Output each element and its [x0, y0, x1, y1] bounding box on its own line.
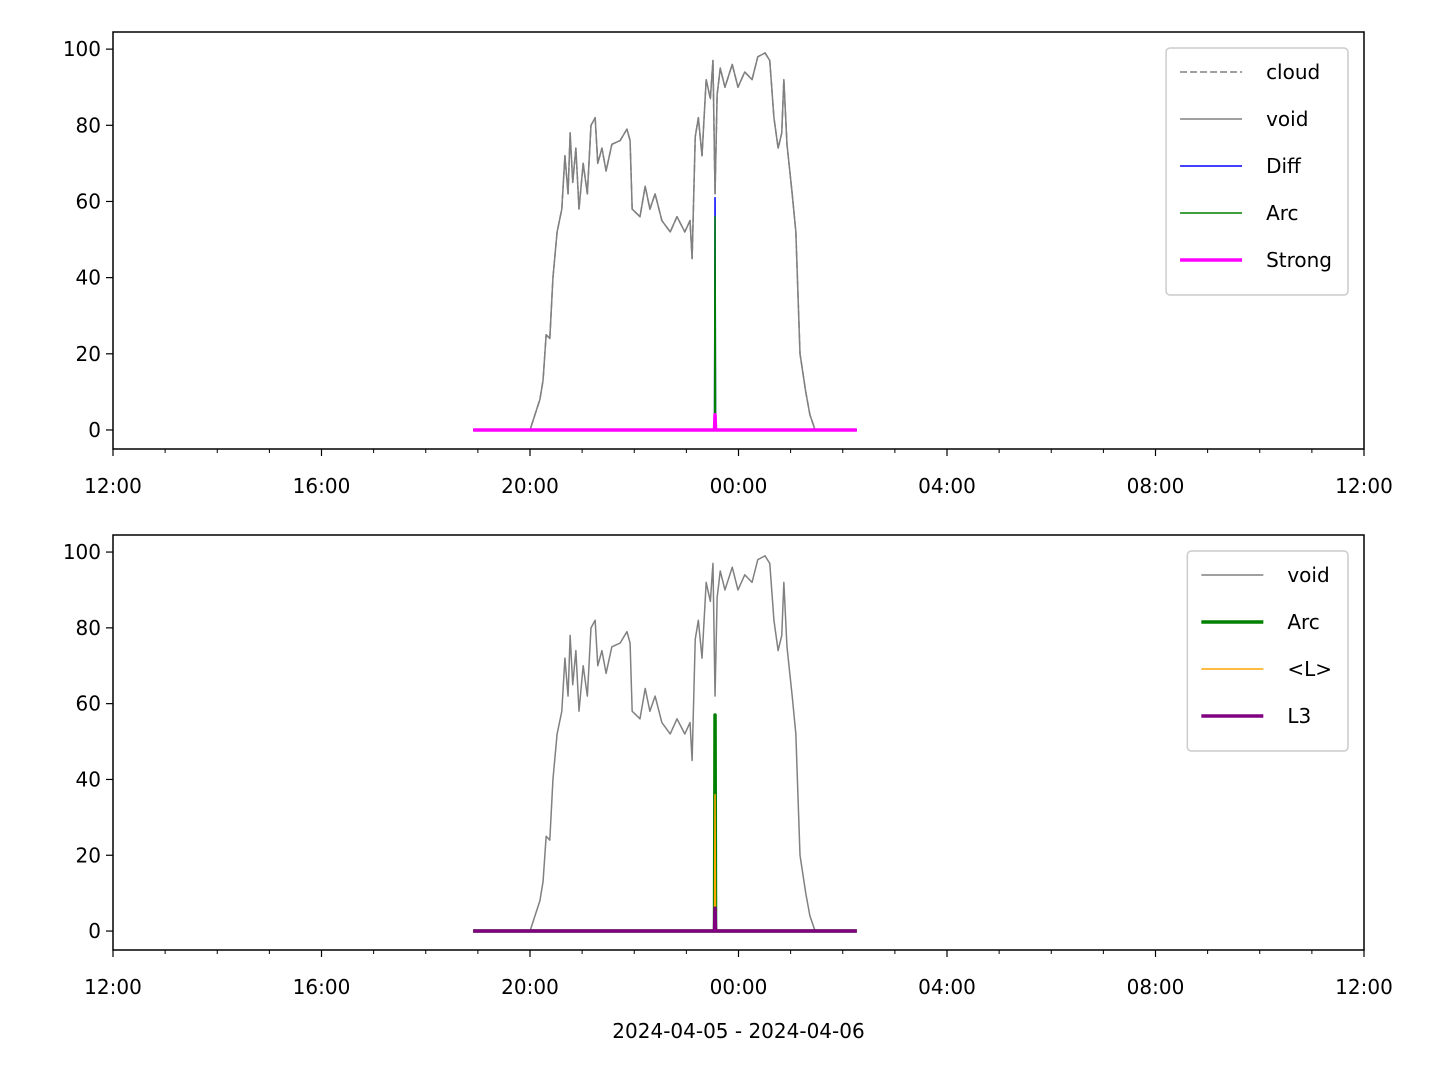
x-tick-label: 12:00 — [84, 975, 142, 999]
x-tick-label: 16:00 — [293, 474, 351, 498]
x-tick-label: 04:00 — [918, 474, 976, 498]
series-line — [473, 52, 857, 431]
x-tick-label: 04:00 — [918, 975, 976, 999]
legend-box — [1165, 47, 1349, 296]
series-line — [473, 555, 857, 932]
legend-label: Arc — [1266, 201, 1298, 225]
x-tick-label: 20:00 — [501, 474, 559, 498]
legend-label: Arc — [1287, 610, 1319, 634]
y-tick-label: 40 — [76, 266, 101, 290]
x-axis-label: 2024-04-05 - 2024-04-06 — [612, 1019, 864, 1043]
x-tick-label: 20:00 — [501, 975, 559, 999]
legend-label: void — [1266, 107, 1308, 131]
series-line — [473, 412, 857, 432]
legend-box — [1186, 550, 1349, 752]
y-tick-label: 20 — [76, 342, 101, 366]
y-tick-label: 100 — [63, 540, 101, 564]
y-tick-label: 60 — [76, 189, 101, 213]
y-tick-label: 20 — [76, 843, 101, 867]
y-tick-label: 80 — [76, 616, 101, 640]
y-tick-label: 40 — [76, 767, 101, 791]
axes-frame — [112, 31, 1365, 450]
series-line — [473, 52, 857, 431]
y-tick-label: 0 — [88, 418, 101, 442]
x-tick-label: 00:00 — [710, 474, 768, 498]
legend-label: L3 — [1287, 704, 1311, 728]
x-tick-label: 16:00 — [293, 975, 351, 999]
axes-frame — [112, 534, 1365, 951]
legend-label: void — [1287, 563, 1329, 587]
legend-label: <L> — [1287, 657, 1332, 681]
y-tick-label: 80 — [76, 113, 101, 137]
x-tick-label: 00:00 — [710, 975, 768, 999]
y-tick-label: 100 — [63, 37, 101, 61]
x-tick-label: 12:00 — [84, 474, 142, 498]
legend-label: Strong — [1266, 248, 1332, 272]
legend: cloud void Diff Arc Strong — [1165, 47, 1349, 296]
series-line — [473, 906, 857, 933]
x-tick-label: 12:00 — [1335, 975, 1393, 999]
legend-label: Diff — [1266, 154, 1302, 178]
y-tick-label: 0 — [88, 919, 101, 943]
legend: void Arc <L> L3 — [1186, 550, 1349, 752]
y-tick-label: 60 — [76, 692, 101, 716]
x-tick-label: 08:00 — [1127, 474, 1185, 498]
x-tick-label: 12:00 — [1335, 474, 1393, 498]
x-tick-label: 08:00 — [1127, 975, 1185, 999]
legend-label: cloud — [1266, 60, 1320, 84]
